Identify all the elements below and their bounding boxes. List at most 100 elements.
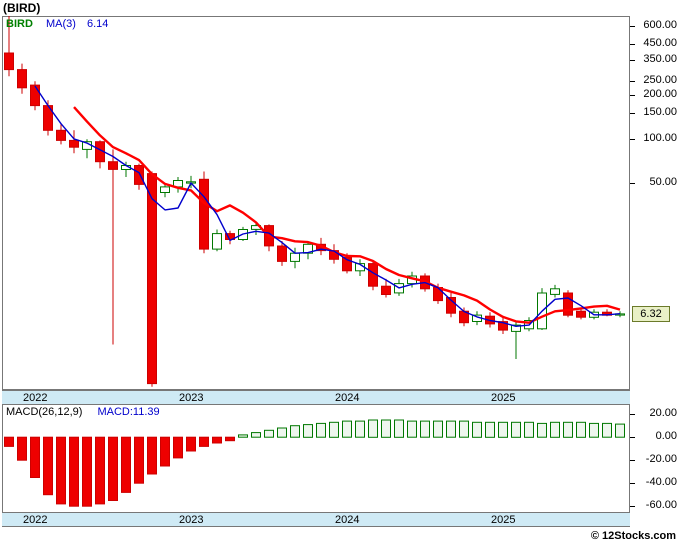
legend-ma-label: MA(3)	[45, 18, 76, 30]
candle	[563, 292, 573, 316]
macd-bar	[225, 436, 235, 442]
macd-bar	[615, 423, 625, 438]
x-axis-years-macd: 2022 2023 2024 2025	[2, 512, 630, 527]
macd-bar	[602, 422, 612, 438]
price-tick-label-mark	[630, 81, 635, 82]
macd-bar	[30, 436, 40, 478]
macd-bar	[17, 436, 27, 461]
macd-bar	[550, 421, 560, 438]
macd-bar	[485, 421, 495, 438]
macd-bars	[4, 419, 625, 507]
price-tick-label-mark	[630, 95, 635, 96]
macd-value: MACD:11.39	[97, 406, 160, 418]
price-tick-label: 450.00	[643, 37, 677, 49]
macd-bar	[277, 427, 287, 438]
last-price-label: 6.32	[632, 306, 670, 322]
price-tick-label: 600.00	[643, 19, 677, 31]
macd-bar	[407, 420, 417, 438]
price-tick-label: 200.00	[643, 88, 677, 100]
price-tick-label-mark	[630, 60, 635, 61]
macd-bar	[472, 421, 482, 438]
footer: © 12Stocks.com	[0, 527, 680, 546]
candle	[290, 252, 300, 262]
price-tick-label-mark	[630, 139, 635, 140]
macd-bar	[186, 436, 196, 452]
macd-bar	[589, 422, 599, 438]
price-tick-label-mark	[630, 183, 635, 184]
ma-slow-line	[73, 106, 621, 324]
macd-bar	[160, 436, 170, 467]
legend-ma-value: 6.14	[86, 18, 109, 30]
year-label: 2022	[23, 392, 48, 404]
macd-bar	[342, 420, 352, 438]
macd-tick-label-mark	[630, 506, 635, 507]
macd-bar	[563, 421, 573, 438]
macd-bar	[147, 436, 157, 475]
macd-bar	[264, 429, 274, 438]
macd-bar	[212, 436, 222, 444]
ma3-line	[34, 85, 621, 327]
macd-tick-label-mark	[630, 437, 635, 438]
copyright-link[interactable]: © 12Stocks.com	[590, 530, 676, 542]
main-chart: BIRD MA(3) 6.14	[2, 16, 630, 390]
price-axis: 6.32 600.00 450.00 350.00 250.00 200.00 150.0…	[630, 0, 680, 546]
year-label: 2024	[335, 392, 360, 404]
candle	[147, 173, 157, 385]
price-tick-label-mark	[630, 26, 635, 27]
year-label: 2025	[491, 392, 516, 404]
candle	[134, 165, 144, 185]
macd-chart-svg	[2, 405, 630, 512]
macd-bar	[82, 436, 92, 507]
macd-tick-label: -60.00	[645, 499, 677, 511]
candle	[550, 288, 560, 295]
candle	[30, 84, 40, 107]
year-label: 2022	[23, 514, 48, 526]
plot-border	[2, 16, 630, 390]
macd-label: MACD(26,12,9)	[6, 406, 83, 418]
candle	[511, 324, 521, 332]
candle	[212, 233, 222, 250]
price-tick-label: 100.00	[643, 132, 677, 144]
macd-tick-label: 20.00	[649, 407, 677, 419]
macd-bar	[303, 424, 313, 438]
macd-bar	[381, 419, 391, 438]
candle	[446, 297, 456, 314]
candle	[108, 161, 118, 170]
macd-bar	[355, 420, 365, 438]
candle	[498, 321, 508, 331]
macd-bar	[498, 421, 508, 438]
candle	[17, 69, 27, 89]
macd-tick-label-mark	[630, 414, 635, 415]
candle	[576, 310, 586, 318]
candle	[381, 285, 391, 296]
main-chart-svg	[2, 16, 630, 390]
candle	[277, 245, 287, 262]
x-axis-years-main: 2022 2023 2024 2025	[2, 390, 630, 405]
macd-bar	[420, 420, 430, 438]
macd-bar	[173, 436, 183, 459]
macd-tick-label: 0.00	[655, 430, 677, 442]
macd-bar	[537, 422, 547, 438]
macd-bar	[108, 436, 118, 501]
price-tick-label: 50.00	[649, 176, 677, 188]
macd-bar	[238, 434, 248, 438]
legend-symbol: BIRD	[6, 18, 33, 30]
candle	[4, 52, 14, 71]
candle	[160, 186, 170, 193]
macd-tick-label-mark	[630, 483, 635, 484]
macd-bar	[290, 425, 300, 438]
year-label: 2024	[335, 514, 360, 526]
chart-legend: BIRD MA(3) 6.14	[6, 18, 108, 30]
macd-bar	[251, 432, 261, 438]
macd-bar	[56, 436, 66, 505]
year-label: 2025	[491, 514, 516, 526]
macd-bar	[459, 420, 469, 438]
price-tick-label-mark	[630, 113, 635, 114]
price-tick-label: 150.00	[643, 106, 677, 118]
candle	[56, 129, 66, 141]
year-label: 2023	[179, 392, 204, 404]
price-tick-label: 350.00	[643, 53, 677, 65]
macd-bar	[433, 420, 443, 438]
macd-bar	[576, 421, 586, 438]
